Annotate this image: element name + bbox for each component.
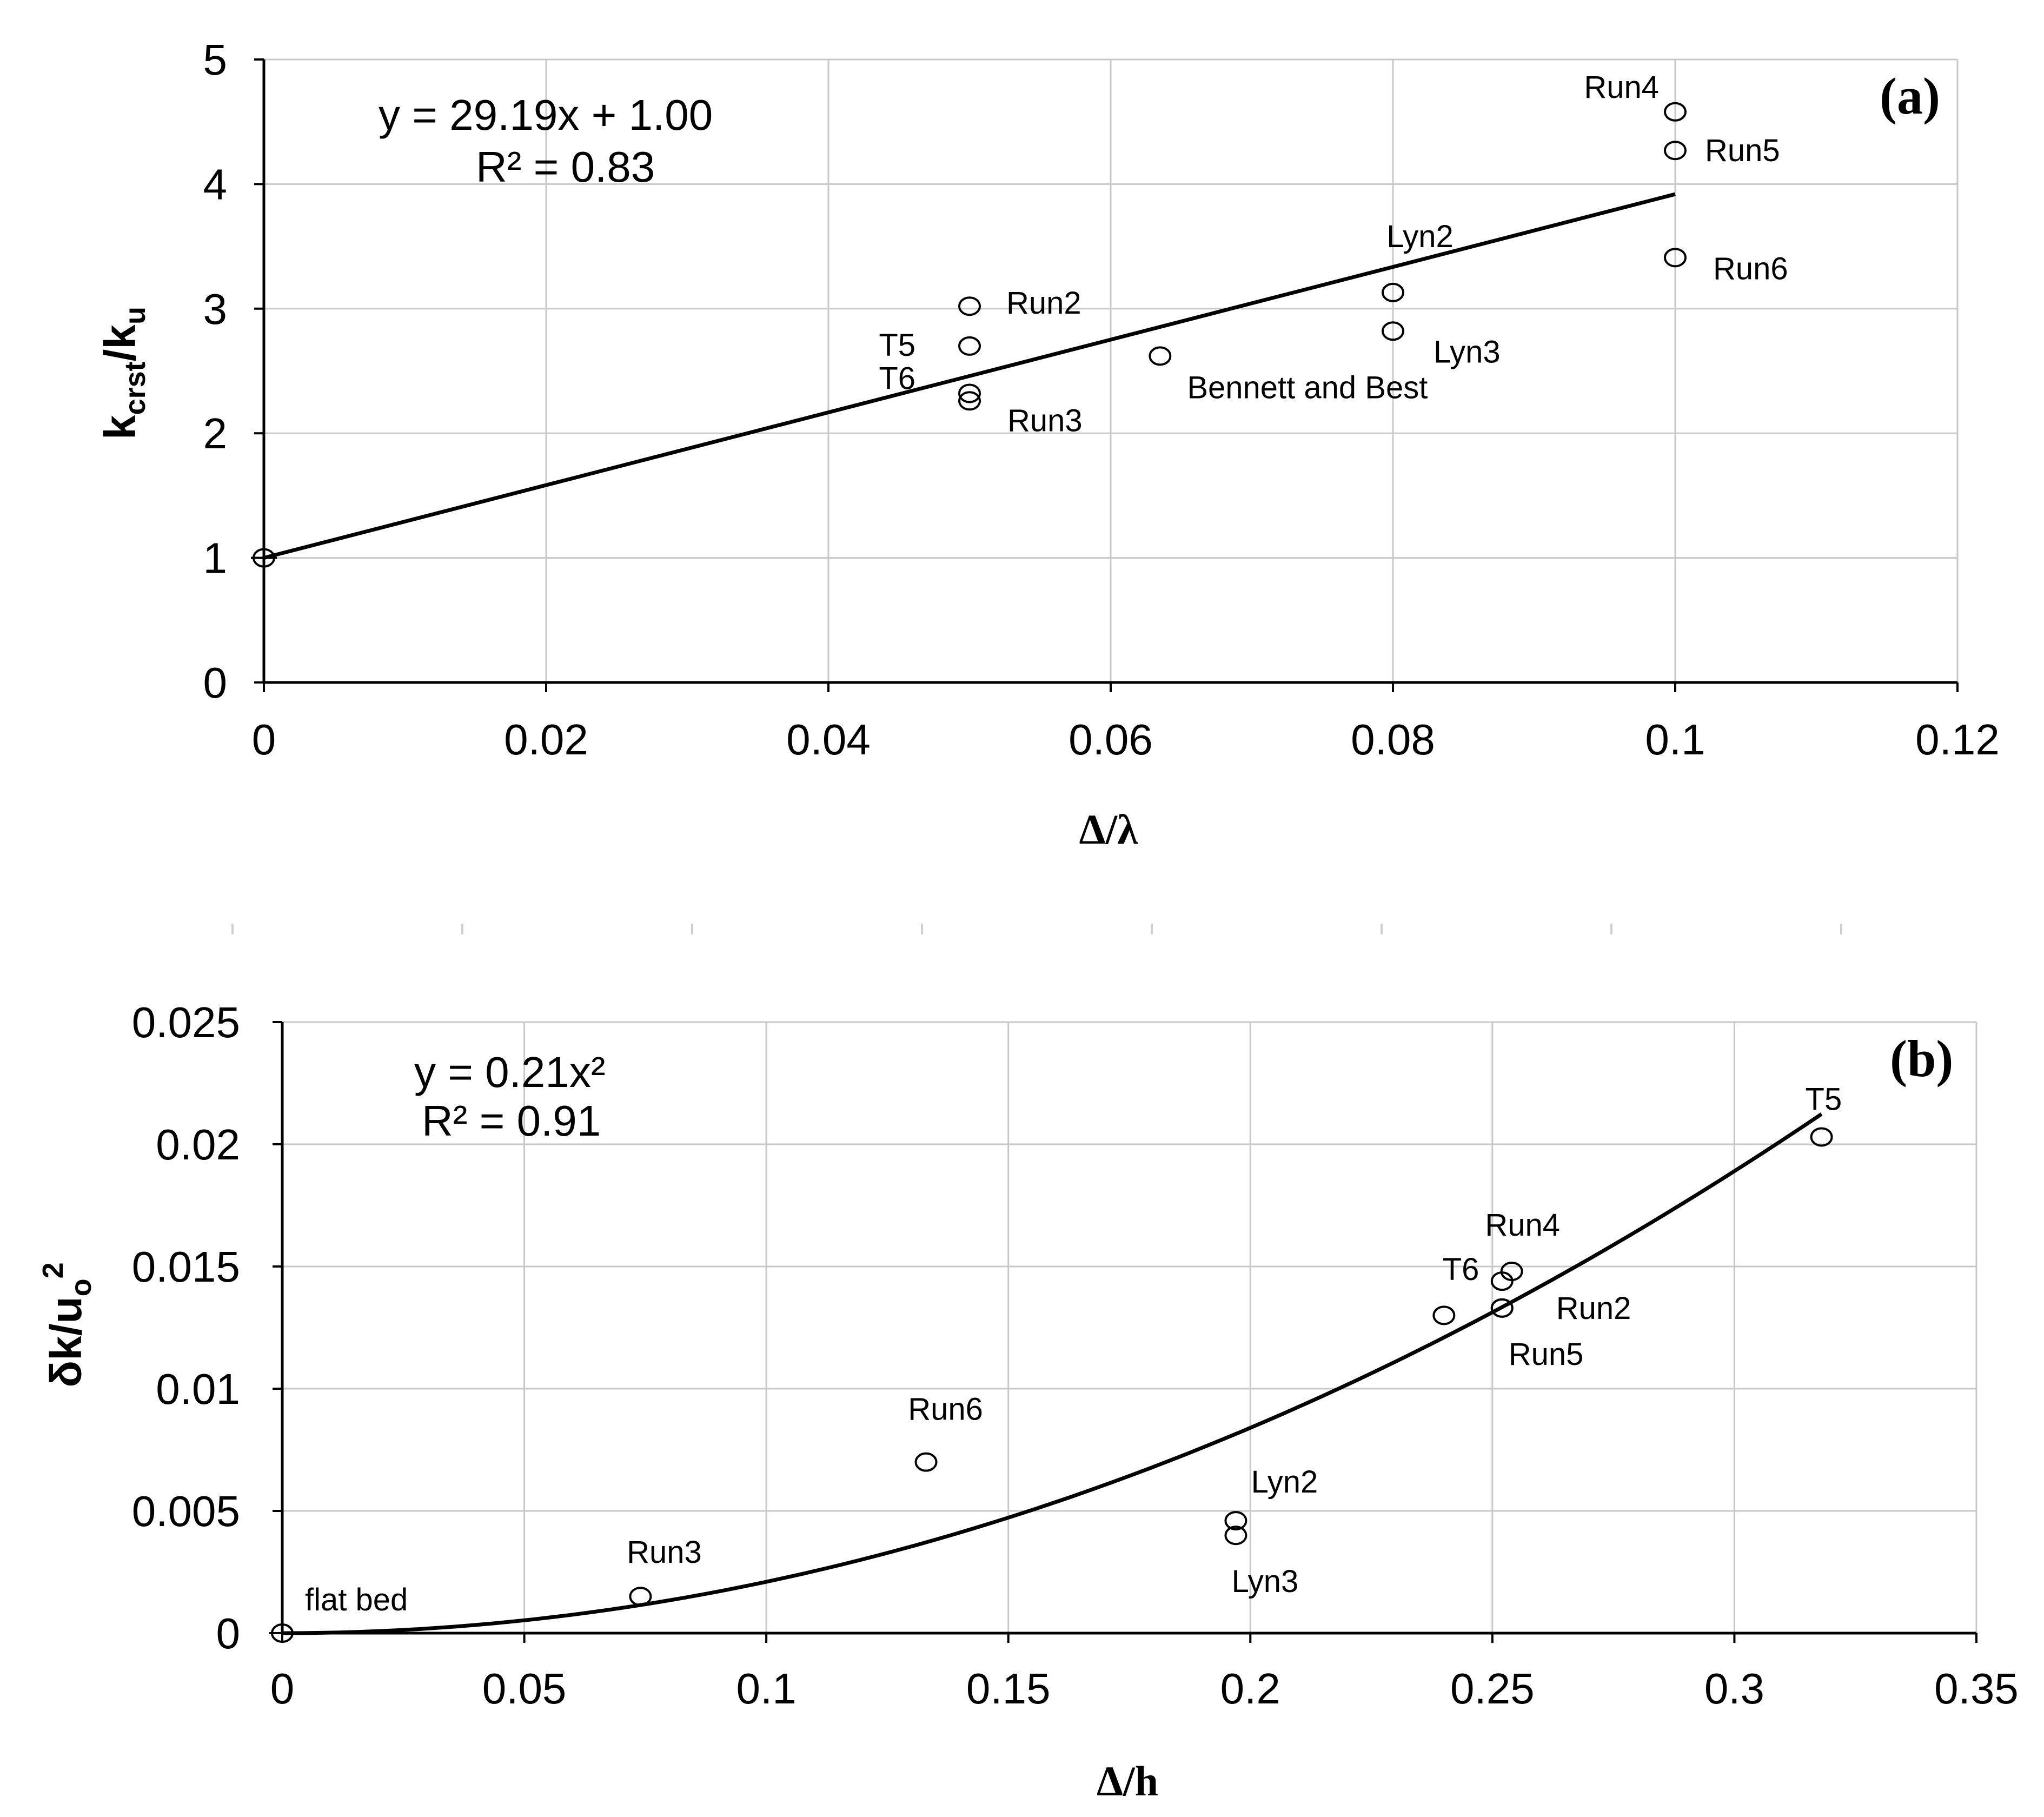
panel-b-fit-curve	[282, 1112, 1823, 1635]
data-point-marker	[958, 383, 981, 403]
point-label: Lyn2	[1386, 219, 1454, 254]
x-tick-label: 0.3	[1704, 1665, 1764, 1713]
panel-a-equation: y = 29.19x + 1.00	[379, 91, 713, 139]
x-tick-label: 0.12	[1915, 715, 2000, 764]
point-label: Lyn3	[1434, 334, 1501, 369]
y-tick-label: 1	[203, 534, 228, 582]
panel-b-chart: 0 0.05 0.1 0.15 0.2 0.25 0.3 0.35 0 0.005 0.01 0.01…	[37, 998, 2019, 1805]
data-point-marker	[914, 1452, 938, 1472]
panel-a-gridlines	[263, 58, 1959, 684]
y-tick-label: 4	[203, 160, 228, 208]
data-point-marker	[1149, 346, 1172, 366]
point-label: flat bed	[305, 1582, 408, 1617]
data-point-marker	[1664, 248, 1687, 268]
x-tick-label: 0.25	[1450, 1665, 1535, 1713]
data-point-marker	[1810, 1127, 1833, 1147]
point-label: Lyn3	[1232, 1564, 1299, 1599]
panel-b-equation: y = 0.21x²	[414, 1048, 606, 1096]
point-label: Run5	[1705, 133, 1780, 168]
point-label: Run3	[1007, 403, 1083, 438]
panel-a-axes	[254, 58, 1959, 692]
point-label: Run6	[908, 1392, 983, 1427]
point-label: T5	[879, 328, 915, 363]
data-point-marker	[1664, 141, 1687, 161]
y-tick-label: 0.02	[156, 1120, 240, 1169]
y-tick-label: 5	[203, 36, 228, 84]
x-tick-label: 0.15	[966, 1665, 1051, 1713]
point-label: Run3	[627, 1535, 702, 1570]
y-tick-label: 0	[203, 659, 228, 707]
data-point-marker	[1490, 1298, 1514, 1318]
y-tick-label: 0.015	[132, 1243, 240, 1291]
point-label: Run4	[1485, 1208, 1560, 1243]
point-label: Run6	[1713, 251, 1788, 286]
x-tick-label: 0.2	[1220, 1665, 1280, 1713]
y-tick-label: 0.025	[132, 998, 240, 1046]
data-point-marker	[1664, 102, 1687, 122]
data-point-marker	[1382, 321, 1404, 341]
panel-separator-marks	[231, 924, 1842, 934]
trend-curve	[282, 1112, 1823, 1635]
panel-b-data-points	[269, 1127, 1833, 1643]
panel-a-data-points	[251, 102, 1687, 568]
data-point-marker	[1432, 1305, 1456, 1325]
data-point-marker	[958, 336, 981, 356]
point-label: T6	[1443, 1252, 1479, 1287]
panel-a-x-axis-title: Δ/λ	[1079, 806, 1139, 853]
x-tick-label: 0.04	[786, 715, 871, 764]
point-label: Run5	[1509, 1337, 1584, 1372]
panel-b-axes	[273, 1021, 1977, 1643]
data-point-marker	[629, 1587, 652, 1607]
x-tick-label: 0.35	[1934, 1665, 2019, 1713]
y-tick-label: 0	[216, 1609, 241, 1657]
point-label: Run4	[1584, 70, 1659, 105]
panel-a-tick-labels: 0 0.02 0.04 0.06 0.08 0.1 0.12 0 1 2 3 4 5	[203, 36, 2000, 764]
y-tick-label: 0.01	[156, 1365, 240, 1413]
panel-a-y-axis-title: kcrst/ku	[96, 307, 151, 440]
panel-b-x-axis-title: Δ/h	[1097, 1758, 1158, 1805]
data-point-marker	[958, 391, 981, 411]
point-label: Run2	[1006, 286, 1081, 321]
x-tick-label: 0.06	[1069, 715, 1153, 764]
x-tick-label: 0.1	[1645, 715, 1705, 764]
panel-a-r-squared: R² = 0.83	[476, 143, 655, 191]
x-tick-label: 0	[252, 715, 276, 764]
data-point-marker	[1500, 1262, 1523, 1282]
point-label: Bennett and Best	[1187, 370, 1428, 405]
x-tick-label: 0.05	[482, 1665, 567, 1713]
x-tick-label: 0.1	[736, 1665, 797, 1713]
data-point-marker	[958, 296, 981, 316]
x-tick-label: 0.02	[504, 715, 588, 764]
data-point-marker	[1224, 1511, 1247, 1531]
y-tick-label: 3	[203, 285, 228, 333]
x-tick-label: 0	[270, 1665, 295, 1713]
panel-b-r-squared: R² = 0.91	[422, 1097, 601, 1145]
data-point-marker	[1224, 1526, 1247, 1546]
panel-b-tick-labels: 0 0.05 0.1 0.15 0.2 0.25 0.3 0.35 0 0.005 0.01 0.01…	[132, 998, 2019, 1713]
panel-b-letter: (b)	[1890, 1030, 1953, 1087]
point-label: T5	[1806, 1082, 1842, 1117]
panel-b-y-axis-title: δk/uo2	[37, 1262, 97, 1387]
trendline	[263, 192, 1676, 560]
point-label: Lyn2	[1251, 1464, 1318, 1500]
point-label: T6	[879, 361, 915, 396]
y-tick-label: 2	[203, 409, 228, 457]
panel-a-letter: (a)	[1880, 67, 1940, 125]
y-tick-label: 0.005	[132, 1487, 240, 1535]
data-point-marker	[1382, 282, 1404, 302]
x-tick-label: 0.08	[1351, 715, 1435, 764]
point-label: Run2	[1556, 1291, 1631, 1326]
panel-a-fit-line	[263, 192, 1676, 560]
